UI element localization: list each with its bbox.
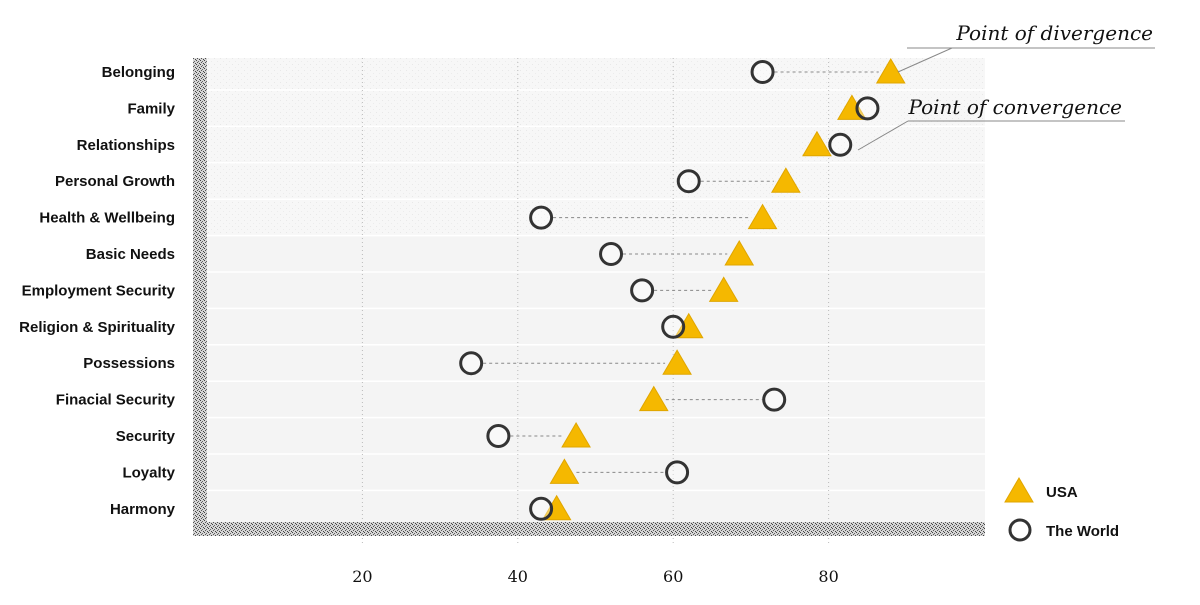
world-marker: [486, 424, 511, 448]
usa-marker: [549, 458, 580, 484]
axes: [193, 58, 985, 536]
legend: USA The World: [1004, 477, 1119, 542]
annotations: Point of divergence Point of convergence: [857, 21, 1155, 151]
x-tick-label: 60: [663, 567, 683, 586]
world-marker: [762, 387, 787, 412]
y-axis-bar: [193, 58, 207, 530]
plot-band-top: [207, 58, 985, 236]
category-label: Loyalty: [122, 464, 175, 481]
annotation-divergence: Point of divergence: [955, 21, 1153, 45]
usa-marker: [561, 422, 591, 448]
category-label: Religion & Spirituality: [19, 319, 176, 336]
x-tick-label: 40: [508, 567, 528, 586]
category-label: Health & Wellbeing: [39, 210, 175, 227]
category-label: Basic Needs: [86, 246, 175, 263]
markers: [459, 58, 906, 521]
category-label: Security: [116, 428, 176, 445]
category-label: Family: [127, 100, 175, 117]
x-tick-label: 80: [818, 567, 838, 586]
world-marker: [661, 314, 686, 339]
category-labels: Belonging Family Relationships Personal Gro…: [19, 64, 176, 518]
legend-usa-marker: [1004, 477, 1034, 503]
category-label: Personal Growth: [55, 173, 175, 190]
usa-marker: [802, 130, 832, 157]
category-label: Harmony: [110, 501, 176, 518]
category-label: Employment Security: [22, 282, 176, 299]
connectors: [483, 71, 879, 473]
world-marker: [459, 351, 484, 376]
world-marker: [676, 169, 701, 194]
usa-marker: [638, 385, 669, 412]
annotation-divergence-leader: [897, 47, 953, 73]
world-marker: [529, 496, 554, 521]
annotation-convergence-leader: [857, 120, 909, 151]
world-marker: [855, 96, 880, 121]
legend-world-marker: [1008, 518, 1032, 542]
legend-world-label: The World: [1046, 523, 1119, 540]
plot-band-bottom: [207, 236, 985, 522]
world-marker: [750, 60, 775, 84]
plot-background: [207, 58, 985, 522]
usa-marker: [662, 349, 692, 375]
usa-marker: [770, 167, 801, 193]
usa-marker: [724, 240, 755, 266]
x-axis-bar: [193, 522, 985, 536]
usa-marker: [747, 203, 778, 230]
category-label: Possessions: [83, 355, 175, 372]
usa-marker: [875, 58, 906, 84]
x-tick-labels: 20 40 60 80: [352, 567, 839, 586]
legend-usa-label: USA: [1046, 484, 1078, 501]
usa-marker: [708, 276, 739, 302]
annotation-convergence: Point of convergence: [907, 95, 1122, 119]
category-label: Finacial Security: [56, 392, 176, 409]
world-marker: [529, 205, 554, 230]
world-marker: [599, 242, 624, 266]
category-label: Relationships: [77, 137, 175, 154]
world-marker: [665, 460, 690, 485]
category-label: Belonging: [102, 64, 175, 81]
world-marker: [630, 278, 655, 303]
world-marker: [828, 132, 853, 157]
x-tick-label: 20: [352, 567, 372, 586]
